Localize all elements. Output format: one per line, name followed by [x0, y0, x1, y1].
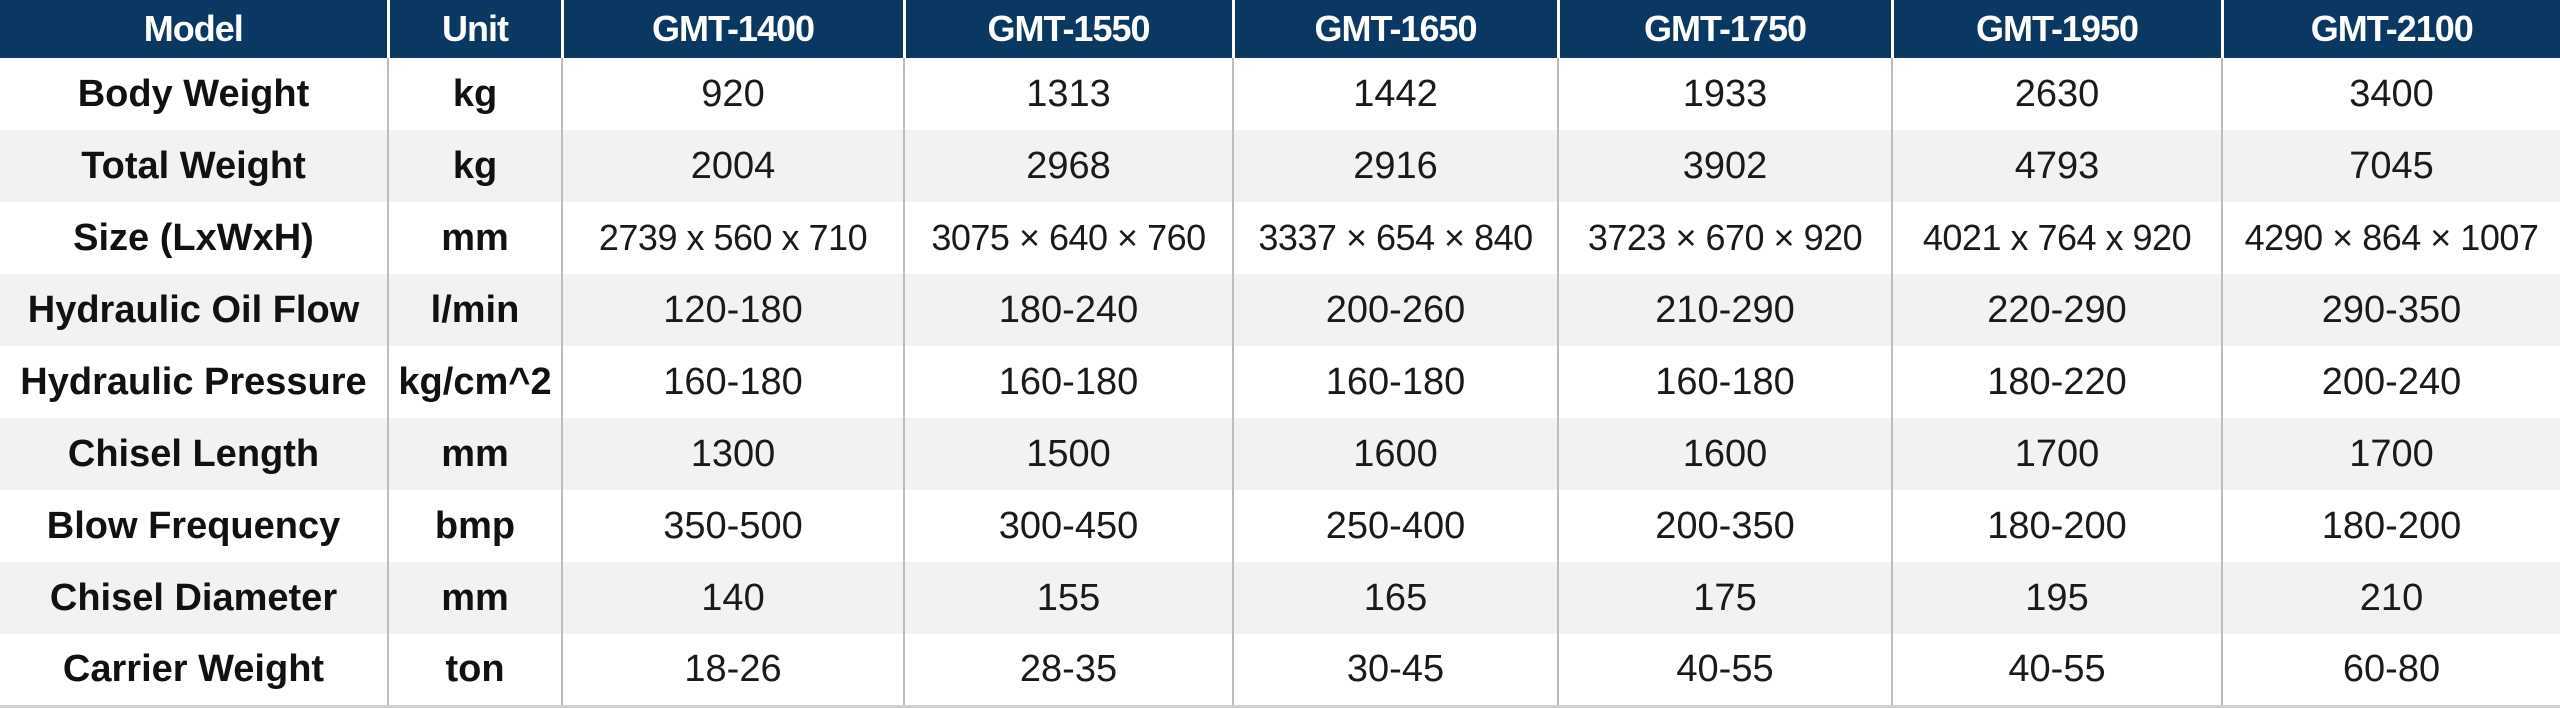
header-gmt-1950: GMT-1950: [1890, 0, 2222, 58]
table-cell: 2968: [903, 130, 1233, 202]
row-label: Chisel Diameter: [0, 562, 388, 634]
table-cell: 2739 x 560 x 710: [561, 202, 904, 274]
table-cell: 180-200: [1891, 490, 2222, 562]
table-body: Body Weight kg 920 1313 1442 1933 2630 3…: [0, 58, 2560, 708]
table-cell: 140: [561, 562, 904, 634]
row-label: Chisel Length: [0, 418, 388, 490]
header-unit: Unit: [386, 0, 562, 58]
row-label: Carrier Weight: [0, 634, 388, 708]
header-model: Model: [0, 0, 388, 58]
row-label: Size (LxWxH): [0, 202, 388, 274]
table-cell: 2004: [561, 130, 904, 202]
row-unit: mm: [387, 202, 562, 274]
table-cell: 18-26: [561, 634, 904, 708]
header-gmt-1750: GMT-1750: [1556, 0, 1892, 58]
table-cell: 1313: [903, 58, 1233, 130]
row-label: Blow Frequency: [0, 490, 388, 562]
row-unit: kg/cm^2: [387, 346, 562, 418]
table-cell: 1500: [903, 418, 1233, 490]
table-cell: 2630: [1891, 58, 2222, 130]
table-cell: 1600: [1232, 418, 1558, 490]
table-row: Chisel Length mm 1300 1500 1600 1600 170…: [0, 418, 2560, 490]
row-unit: ton: [387, 634, 562, 708]
table-cell: 30-45: [1232, 634, 1558, 708]
table-cell: 250-400: [1232, 490, 1558, 562]
table-cell: 1700: [2221, 418, 2560, 490]
table-cell: 160-180: [1232, 346, 1558, 418]
table-cell: 1442: [1232, 58, 1558, 130]
table-cell: 1300: [561, 418, 904, 490]
table-cell: 4290 × 864 × 1007: [2221, 202, 2560, 274]
table-cell: 1700: [1891, 418, 2222, 490]
row-label: Hydraulic Pressure: [0, 346, 388, 418]
row-label: Hydraulic Oil Flow: [0, 274, 388, 346]
table-header: Model Unit GMT-1400 GMT-1550 GMT-1650 GM…: [0, 0, 2560, 58]
table-row: Hydraulic Pressure kg/cm^2 160-180 160-1…: [0, 346, 2560, 418]
row-unit: mm: [387, 418, 562, 490]
header-row: Model Unit GMT-1400 GMT-1550 GMT-1650 GM…: [0, 0, 2560, 58]
table-cell: 28-35: [903, 634, 1233, 708]
table-cell: 4021 x 764 x 920: [1891, 202, 2222, 274]
row-unit: mm: [387, 562, 562, 634]
table-cell: 210-290: [1557, 274, 1892, 346]
row-unit: bmp: [387, 490, 562, 562]
header-gmt-1400: GMT-1400: [560, 0, 904, 58]
table-row: Size (LxWxH) mm 2739 x 560 x 710 3075 × …: [0, 202, 2560, 274]
row-unit: kg: [387, 58, 562, 130]
table-cell: 180-200: [2221, 490, 2560, 562]
table-cell: 180-220: [1891, 346, 2222, 418]
table-cell: 1600: [1557, 418, 1892, 490]
table-cell: 210: [2221, 562, 2560, 634]
header-gmt-1550: GMT-1550: [902, 0, 1233, 58]
table-cell: 120-180: [561, 274, 904, 346]
table-cell: 3075 × 640 × 760: [903, 202, 1233, 274]
table-cell: 200-260: [1232, 274, 1558, 346]
table-cell: 350-500: [561, 490, 904, 562]
table-cell: 60-80: [2221, 634, 2560, 708]
table-cell: 290-350: [2221, 274, 2560, 346]
table-cell: 200-240: [2221, 346, 2560, 418]
table-cell: 180-240: [903, 274, 1233, 346]
table-row: Total Weight kg 2004 2968 2916 3902 4793…: [0, 130, 2560, 202]
row-label: Total Weight: [0, 130, 388, 202]
table-cell: 220-290: [1891, 274, 2222, 346]
header-gmt-1650: GMT-1650: [1231, 0, 1558, 58]
table-cell: 165: [1232, 562, 1558, 634]
table-cell: 200-350: [1557, 490, 1892, 562]
table-cell: 160-180: [561, 346, 904, 418]
table-row: Hydraulic Oil Flow l/min 120-180 180-240…: [0, 274, 2560, 346]
table-cell: 3902: [1557, 130, 1892, 202]
table-cell: 920: [561, 58, 904, 130]
table-cell: 160-180: [1557, 346, 1892, 418]
table-cell: 3400: [2221, 58, 2560, 130]
table-row: Chisel Diameter mm 140 155 165 175 195 2…: [0, 562, 2560, 634]
table-cell: 155: [903, 562, 1233, 634]
table-cell: 1933: [1557, 58, 1892, 130]
table-cell: 160-180: [903, 346, 1233, 418]
header-gmt-2100: GMT-2100: [2220, 0, 2560, 58]
table-cell: 195: [1891, 562, 2222, 634]
table-cell: 300-450: [903, 490, 1233, 562]
table-cell: 4793: [1891, 130, 2222, 202]
table-row: Blow Frequency bmp 350-500 300-450 250-4…: [0, 490, 2560, 562]
table-row: Body Weight kg 920 1313 1442 1933 2630 3…: [0, 58, 2560, 130]
row-label: Body Weight: [0, 58, 388, 130]
table-cell: 40-55: [1557, 634, 1892, 708]
table-row: Carrier Weight ton 18-26 28-35 30-45 40-…: [0, 634, 2560, 708]
table-cell: 40-55: [1891, 634, 2222, 708]
table-cell: 2916: [1232, 130, 1558, 202]
table-cell: 175: [1557, 562, 1892, 634]
row-unit: kg: [387, 130, 562, 202]
table-cell: 3337 × 654 × 840: [1232, 202, 1558, 274]
table-cell: 3723 × 670 × 920: [1557, 202, 1892, 274]
row-unit: l/min: [387, 274, 562, 346]
table-cell: 7045: [2221, 130, 2560, 202]
